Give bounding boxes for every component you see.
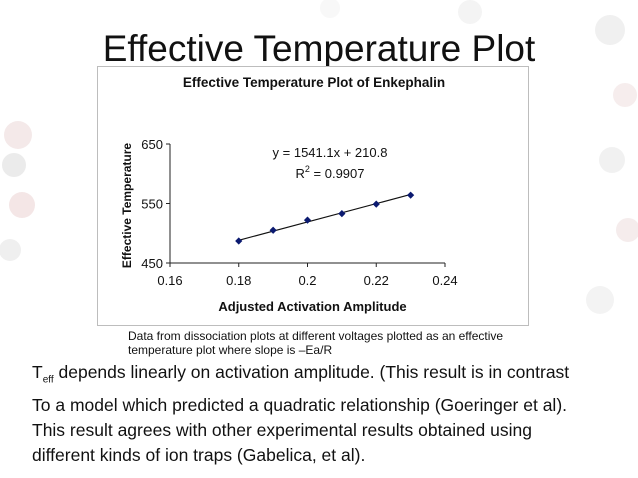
y-tick-label: 550 bbox=[141, 197, 163, 212]
caption-line-1: Data from dissociation plots at differen… bbox=[128, 329, 504, 343]
data-point bbox=[372, 200, 380, 208]
data-point bbox=[235, 237, 243, 245]
scatter-chart: Effective Temperature Plot of Enkephalin… bbox=[120, 75, 458, 314]
teff-main: T bbox=[32, 362, 43, 382]
x-tick-label: 0.16 bbox=[157, 273, 182, 288]
teff-symbol: Teff bbox=[32, 362, 54, 386]
trendline bbox=[238, 193, 411, 241]
x-tick-label: 0.2 bbox=[298, 273, 316, 288]
r-squared-value: = 0.9907 bbox=[310, 166, 365, 181]
y-tick-label: 450 bbox=[141, 256, 163, 271]
x-tick-label: 0.24 bbox=[432, 273, 457, 288]
r-squared-sup: 2 bbox=[305, 164, 310, 174]
chart-caption: Data from dissociation plots at differen… bbox=[128, 329, 548, 357]
x-tick-label: 0.18 bbox=[226, 273, 251, 288]
x-axis-label: Adjusted Activation Amplitude bbox=[218, 299, 406, 314]
body-line-3: This result agrees with other experiment… bbox=[32, 419, 532, 440]
data-point bbox=[338, 210, 346, 218]
y-tick-label: 650 bbox=[141, 137, 163, 152]
trendline-equation: y = 1541.1x + 210.8 bbox=[273, 145, 388, 160]
data-point bbox=[303, 216, 312, 224]
body-line-1-text: depends linearly on activation amplitude… bbox=[53, 362, 570, 382]
chart-title: Effective Temperature Plot of Enkephalin bbox=[183, 75, 445, 90]
teff-subscript: eff bbox=[42, 374, 54, 386]
body-line-1: Teff depends linearly on activation ampl… bbox=[32, 360, 632, 393]
r-squared-main: R bbox=[296, 166, 305, 181]
body-text: Teff depends linearly on activation ampl… bbox=[32, 360, 632, 468]
body-line-4: different kinds of ion traps (Gabelica, … bbox=[32, 444, 366, 465]
r-squared-label: R2 = 0.9907 bbox=[296, 164, 365, 181]
x-tick-label: 0.22 bbox=[364, 273, 389, 288]
body-line-2: To a model which predicted a quadratic r… bbox=[32, 394, 568, 415]
slide-title: Effective Temperature Plot bbox=[102, 28, 536, 69]
y-axis-label: Effective Temperature bbox=[120, 143, 134, 268]
data-point bbox=[407, 191, 415, 199]
chart-frame: Effective Temperature Plot of Enkephalin… bbox=[97, 66, 529, 326]
caption-line-2: temperature plot where slope is –Ea/R bbox=[128, 343, 333, 357]
data-point bbox=[269, 226, 277, 234]
